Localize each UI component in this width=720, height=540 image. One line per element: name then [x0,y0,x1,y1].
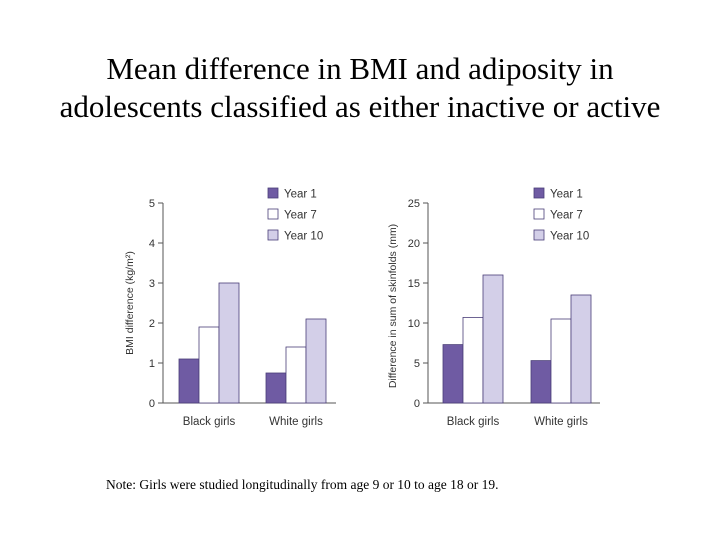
y-tick-label: 0 [149,398,155,410]
legend-swatch [533,208,545,220]
legend-label: Year 7 [284,210,317,222]
y-tick-label: 3 [149,278,155,290]
bar-year-7-white-girls [285,346,307,404]
y-tick-label: 20 [408,238,420,250]
chart-2: 0 5 10 15 20 25 Difference in sum of skinfolds… [387,187,600,428]
x-category-label: White girls [269,416,323,428]
slide-title: Mean difference in BMI and adiposity in … [0,50,720,126]
bar-year-7-black-girls [198,326,220,404]
legend-swatch [267,229,279,241]
slide-title-line-1: Mean difference in BMI and adiposity in [106,51,614,86]
legend-label: Year 10 [550,231,589,243]
y-tick-label: 4 [149,238,155,250]
bar-year-10-black-girls [482,274,504,404]
bar-year-1-white-girls [530,360,552,404]
chart-1: 0 1 2 3 4 5 BMI difference (kg/m²) Black girls W… [124,187,336,428]
bar-year-7-black-girls [462,316,484,404]
bar-year-1-black-girls [442,344,464,404]
x-category-label: White girls [534,416,588,428]
y-tick-label: 1 [149,358,155,370]
legend-swatch [533,187,545,199]
legend-swatch [267,187,279,199]
bar-year-1-white-girls [265,372,287,404]
legend-label: Year 10 [284,231,323,243]
legend-label: Year 1 [284,189,317,201]
legend-swatch [533,229,545,241]
bar-year-10-black-girls [218,282,240,404]
y-tick-label: 2 [149,318,155,330]
legend-label: Year 7 [550,210,583,222]
x-category-label: Black girls [183,416,236,428]
y-tick-label: 0 [414,398,420,410]
y-tick-label: 5 [149,198,155,210]
bar-year-7-white-girls [550,318,572,404]
bar-year-10-white-girls [305,318,327,404]
y-axis-label: BMI difference (kg/m²) [124,251,136,355]
y-tick-label: 25 [408,198,420,210]
y-tick-label: 5 [414,358,420,370]
y-axis-label: Difference in sum of skinfolds (mm) [387,224,399,388]
slide-title-line-2: adolescents classified as either inactiv… [59,89,661,124]
bar-year-10-white-girls [570,294,592,404]
legend-swatch [267,208,279,220]
legend-label: Year 1 [550,189,583,201]
x-category-label: Black girls [447,416,500,428]
y-tick-label: 15 [408,278,420,290]
bar-year-1-black-girls [178,358,200,404]
footnote: Note: Girls were studied longitudinally … [106,477,499,492]
y-tick-label: 10 [408,318,420,330]
